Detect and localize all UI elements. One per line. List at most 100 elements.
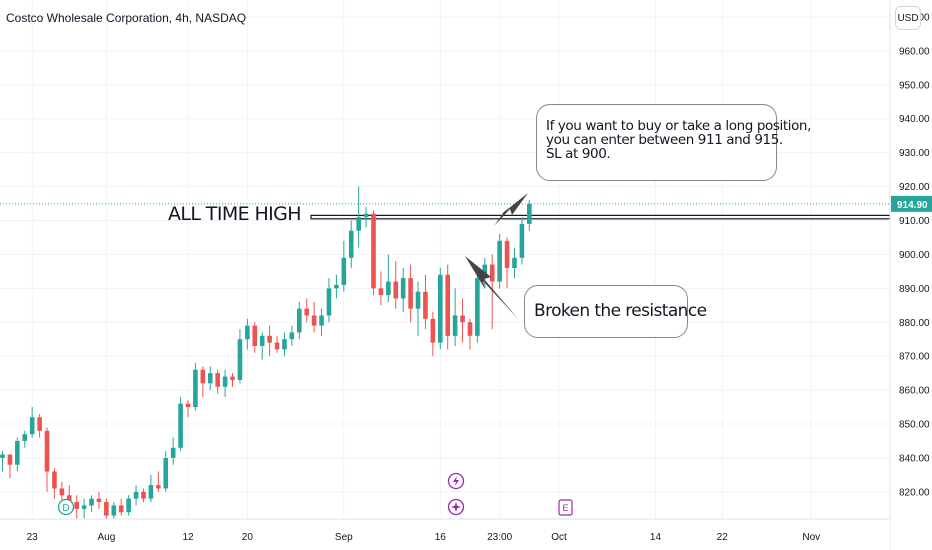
candle-67 xyxy=(497,234,502,289)
price-axis[interactable]: 820.00 840.00 850.00 860.00 870.00 880.00 890.… xyxy=(889,0,932,550)
time-tick-label: 22 xyxy=(717,532,729,543)
candle-body xyxy=(319,315,324,326)
time-tick-label: Oct xyxy=(551,532,567,543)
candle-body xyxy=(0,454,5,458)
time-tick-label: 23:00 xyxy=(487,532,512,543)
candle-body xyxy=(141,491,146,499)
lightning-icon xyxy=(453,476,459,486)
candle-body xyxy=(44,430,50,472)
arrow-up-left xyxy=(494,193,528,226)
candle-27 xyxy=(200,366,206,397)
candle-body xyxy=(215,373,220,387)
note-line-3: SL at 900. xyxy=(546,146,611,162)
price-tick-label: 860.00 xyxy=(899,386,930,397)
candle-body xyxy=(378,288,384,296)
candle-46 xyxy=(341,240,347,292)
candle-body xyxy=(259,335,265,346)
price-tick-label: 920.00 xyxy=(899,182,930,193)
broken-resistance-callout: Broken the resistance xyxy=(524,285,707,338)
earnings-marker[interactable] xyxy=(558,499,573,516)
candle-35 xyxy=(259,332,265,360)
candle-58 xyxy=(430,312,436,357)
candle-71 xyxy=(527,200,532,231)
annotation-arrows xyxy=(465,193,528,320)
candle-26 xyxy=(193,362,198,411)
time-tick-label: 23 xyxy=(27,532,39,543)
candle-60 xyxy=(445,264,450,350)
candle-body xyxy=(237,339,243,380)
candle-14 xyxy=(104,498,109,519)
candle-15 xyxy=(111,502,117,519)
candle-25 xyxy=(185,400,191,418)
time-axis[interactable]: 23 Aug 12 20 Sep 16 23:00 Oct 14 22 Nov xyxy=(0,518,890,550)
candle-body xyxy=(222,376,228,387)
price-tick-label: 820.00 xyxy=(899,487,930,498)
candle-53 xyxy=(393,261,399,309)
candle-38 xyxy=(282,332,287,357)
candle-30 xyxy=(222,369,228,397)
candle-32 xyxy=(237,329,243,384)
candle-61 xyxy=(452,288,458,346)
candle-2 xyxy=(15,437,20,472)
candle-body xyxy=(37,417,42,431)
candle-47 xyxy=(348,220,354,268)
candle-body xyxy=(111,505,117,516)
candle-body xyxy=(274,342,280,350)
chart-grid xyxy=(0,0,890,519)
candle-body xyxy=(148,485,154,499)
price-tick-label: 900.00 xyxy=(899,250,930,261)
candle-body xyxy=(400,278,406,299)
candle-19 xyxy=(141,488,146,503)
candlestick-series xyxy=(0,186,532,519)
candle-body xyxy=(497,240,502,282)
candle-body xyxy=(475,278,480,336)
dividend-marker[interactable] xyxy=(57,498,75,516)
candle-body xyxy=(29,417,35,435)
candle-34 xyxy=(252,322,258,353)
candle-body xyxy=(59,488,65,496)
candle-body xyxy=(81,505,87,509)
candle-44 xyxy=(326,278,332,323)
all-time-high-label: ALL TIME HIGH xyxy=(168,203,302,225)
candle-body xyxy=(178,403,183,448)
candle-12 xyxy=(89,495,94,513)
candle-70 xyxy=(519,217,525,265)
candle-body xyxy=(15,440,20,465)
candle-body xyxy=(193,369,198,408)
candle-body xyxy=(334,284,339,289)
candle-16 xyxy=(118,498,124,516)
candle-body xyxy=(207,373,213,384)
time-tick-label: 20 xyxy=(242,532,254,543)
candle-body xyxy=(118,505,124,513)
price-tick-label: 850.00 xyxy=(899,420,930,431)
candle-body xyxy=(245,325,250,340)
price-tick-label: 940.00 xyxy=(899,114,930,125)
candle-body xyxy=(289,332,295,340)
candle-37 xyxy=(274,335,280,353)
candle-5 xyxy=(37,413,42,438)
candle-body xyxy=(304,308,310,316)
event-markers[interactable]: D E xyxy=(57,472,573,516)
candle-body xyxy=(22,434,28,441)
candle-body xyxy=(133,491,139,499)
symbol-title[interactable]: Costco Wholesale Corporation, 4h, NASDAQ xyxy=(6,11,247,25)
candle-body xyxy=(512,257,517,268)
candle-body xyxy=(408,278,413,309)
candle-45 xyxy=(334,274,339,299)
candle-33 xyxy=(245,318,250,350)
candle-31 xyxy=(230,373,235,387)
candle-54 xyxy=(400,267,406,313)
candle-7 xyxy=(52,468,57,499)
candle-body xyxy=(527,203,532,224)
note-line-1: If you want to buy or take a long positi… xyxy=(546,118,811,134)
candle-55 xyxy=(408,264,413,323)
candle-body xyxy=(7,454,13,465)
candle-body xyxy=(311,315,317,326)
currency-button[interactable]: USD xyxy=(895,6,921,30)
candle-52 xyxy=(386,254,391,302)
candle-body xyxy=(467,322,473,336)
candle-59 xyxy=(437,267,443,350)
candle-body xyxy=(126,498,131,513)
candle-63 xyxy=(467,318,473,350)
